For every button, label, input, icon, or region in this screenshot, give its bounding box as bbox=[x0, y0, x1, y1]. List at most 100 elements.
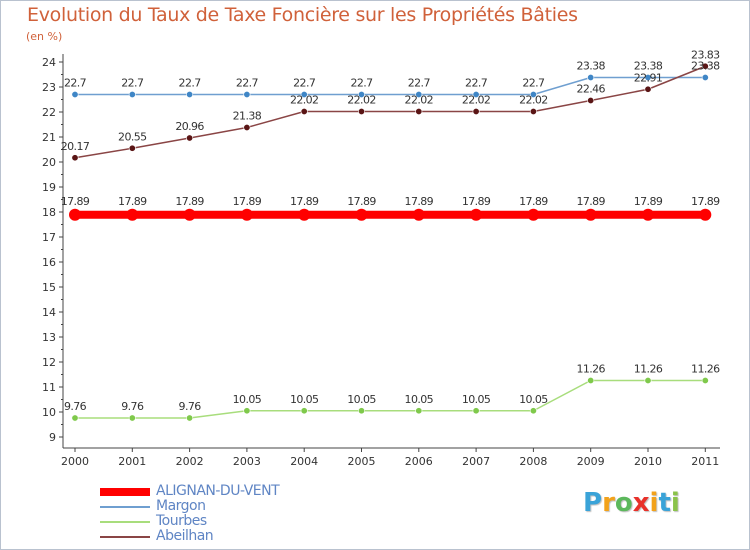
data-point bbox=[71, 91, 79, 99]
series-line-abeilhan bbox=[74, 65, 707, 159]
data-point bbox=[412, 208, 425, 221]
data-label: 10.05 bbox=[519, 393, 548, 406]
data-point bbox=[415, 91, 423, 99]
data-point bbox=[186, 134, 194, 142]
y-tick-label: 20 bbox=[42, 156, 56, 169]
data-label: 17.89 bbox=[61, 195, 90, 208]
data-point bbox=[357, 108, 365, 116]
x-tick-label: 2011 bbox=[691, 455, 719, 468]
series-lines bbox=[71, 65, 710, 419]
data-label: 22.7 bbox=[350, 77, 373, 90]
data-point bbox=[357, 91, 365, 99]
data-label: 9.76 bbox=[121, 400, 144, 413]
y-tick-label: 11 bbox=[42, 381, 56, 394]
data-label: 22.7 bbox=[465, 77, 488, 90]
data-label: 22.7 bbox=[522, 77, 545, 90]
data-point bbox=[642, 208, 654, 221]
y-tick-label: 22 bbox=[42, 106, 56, 119]
y-tick-label: 16 bbox=[42, 256, 56, 269]
data-point bbox=[186, 414, 194, 422]
y-tick-label: 12 bbox=[42, 356, 56, 369]
data-point bbox=[128, 91, 136, 99]
data-point bbox=[529, 108, 537, 116]
legend-swatch bbox=[100, 521, 150, 523]
chart-axes: 9 10 11 12 13 14 15 16 17 18 19 20 21 22 23 24 2000 2001 2… bbox=[42, 54, 720, 468]
logo-letter: P bbox=[583, 488, 603, 518]
data-label: 22.91 bbox=[634, 71, 663, 84]
y-tick-label: 9 bbox=[49, 431, 56, 444]
data-point bbox=[644, 376, 652, 384]
x-tick-label: 2000 bbox=[61, 455, 89, 468]
data-label: 22.02 bbox=[519, 94, 548, 107]
x-tick-label: 2007 bbox=[462, 455, 490, 468]
data-label: 10.05 bbox=[405, 393, 434, 406]
data-label: 23.83 bbox=[691, 48, 720, 61]
x-tick-label: 2008 bbox=[519, 455, 547, 468]
data-label: 21.38 bbox=[233, 110, 262, 123]
legend-label: ALIGNAN-DU-VENT bbox=[156, 483, 280, 499]
data-label: 17.89 bbox=[519, 195, 548, 208]
data-point bbox=[243, 407, 251, 415]
data-point bbox=[529, 407, 537, 415]
data-label: 10.05 bbox=[462, 393, 491, 406]
data-label: 22.46 bbox=[576, 83, 605, 96]
data-point bbox=[300, 407, 308, 415]
data-label: 10.05 bbox=[347, 393, 376, 406]
data-point bbox=[529, 91, 537, 99]
y-tick-label: 13 bbox=[42, 331, 56, 344]
data-label: 17.89 bbox=[290, 195, 319, 208]
legend-label: Tourbes bbox=[156, 513, 207, 529]
data-label: 22.7 bbox=[236, 77, 259, 90]
data-point bbox=[701, 376, 709, 384]
data-label: 23.38 bbox=[691, 60, 720, 73]
data-label: 22.7 bbox=[293, 77, 316, 90]
logo-letter: t bbox=[658, 488, 671, 518]
chart-title: Evolution du Taux de Taxe Foncière sur l… bbox=[27, 4, 578, 26]
data-point bbox=[587, 376, 595, 384]
y-tick-label: 14 bbox=[42, 306, 56, 319]
data-point bbox=[298, 208, 311, 221]
data-label: 22.7 bbox=[408, 77, 431, 90]
data-label: 10.05 bbox=[290, 393, 319, 406]
x-tick-label: 2001 bbox=[118, 455, 146, 468]
data-point bbox=[357, 407, 365, 415]
data-point bbox=[243, 124, 251, 132]
data-point bbox=[472, 108, 480, 116]
data-label: 10.05 bbox=[233, 393, 262, 406]
data-point bbox=[472, 407, 480, 415]
x-tick-label: 2002 bbox=[176, 455, 204, 468]
proxiti-logo: Proxiti bbox=[583, 488, 680, 518]
data-point bbox=[415, 407, 423, 415]
logo-letter: x bbox=[632, 488, 650, 518]
x-tick-label: 2006 bbox=[405, 455, 433, 468]
data-point bbox=[300, 91, 308, 99]
data-point bbox=[644, 85, 652, 93]
data-point bbox=[701, 74, 709, 82]
data-label: 11.26 bbox=[576, 363, 605, 376]
data-label: 17.89 bbox=[462, 195, 491, 208]
data-label: 20.17 bbox=[61, 140, 90, 153]
y-tick-label: 21 bbox=[42, 131, 56, 144]
data-point bbox=[355, 208, 368, 221]
data-point bbox=[243, 91, 251, 99]
data-point bbox=[415, 108, 423, 116]
data-label: 20.96 bbox=[175, 120, 204, 133]
x-tick-label: 2003 bbox=[233, 455, 261, 468]
data-labels: 17.89 17.89 17.89 17.89 17.89 17.89 17.89 17.89… bbox=[61, 48, 721, 413]
y-tick-label: 23 bbox=[42, 81, 56, 94]
y-tick-label: 15 bbox=[42, 281, 56, 294]
data-label: 22.02 bbox=[405, 94, 434, 107]
data-label: 17.89 bbox=[118, 195, 147, 208]
data-label: 23.38 bbox=[634, 60, 663, 73]
data-point bbox=[584, 208, 597, 221]
legend-swatch bbox=[100, 506, 150, 508]
data-point bbox=[71, 154, 79, 162]
data-point bbox=[240, 208, 253, 221]
data-point bbox=[472, 91, 480, 99]
legend-label: Margon bbox=[156, 498, 206, 514]
data-label: 17.89 bbox=[233, 195, 262, 208]
logo-letter: i bbox=[670, 488, 680, 518]
data-point bbox=[701, 62, 709, 70]
logo-letter: o bbox=[614, 488, 633, 518]
y-tick-label: 10 bbox=[42, 406, 56, 419]
